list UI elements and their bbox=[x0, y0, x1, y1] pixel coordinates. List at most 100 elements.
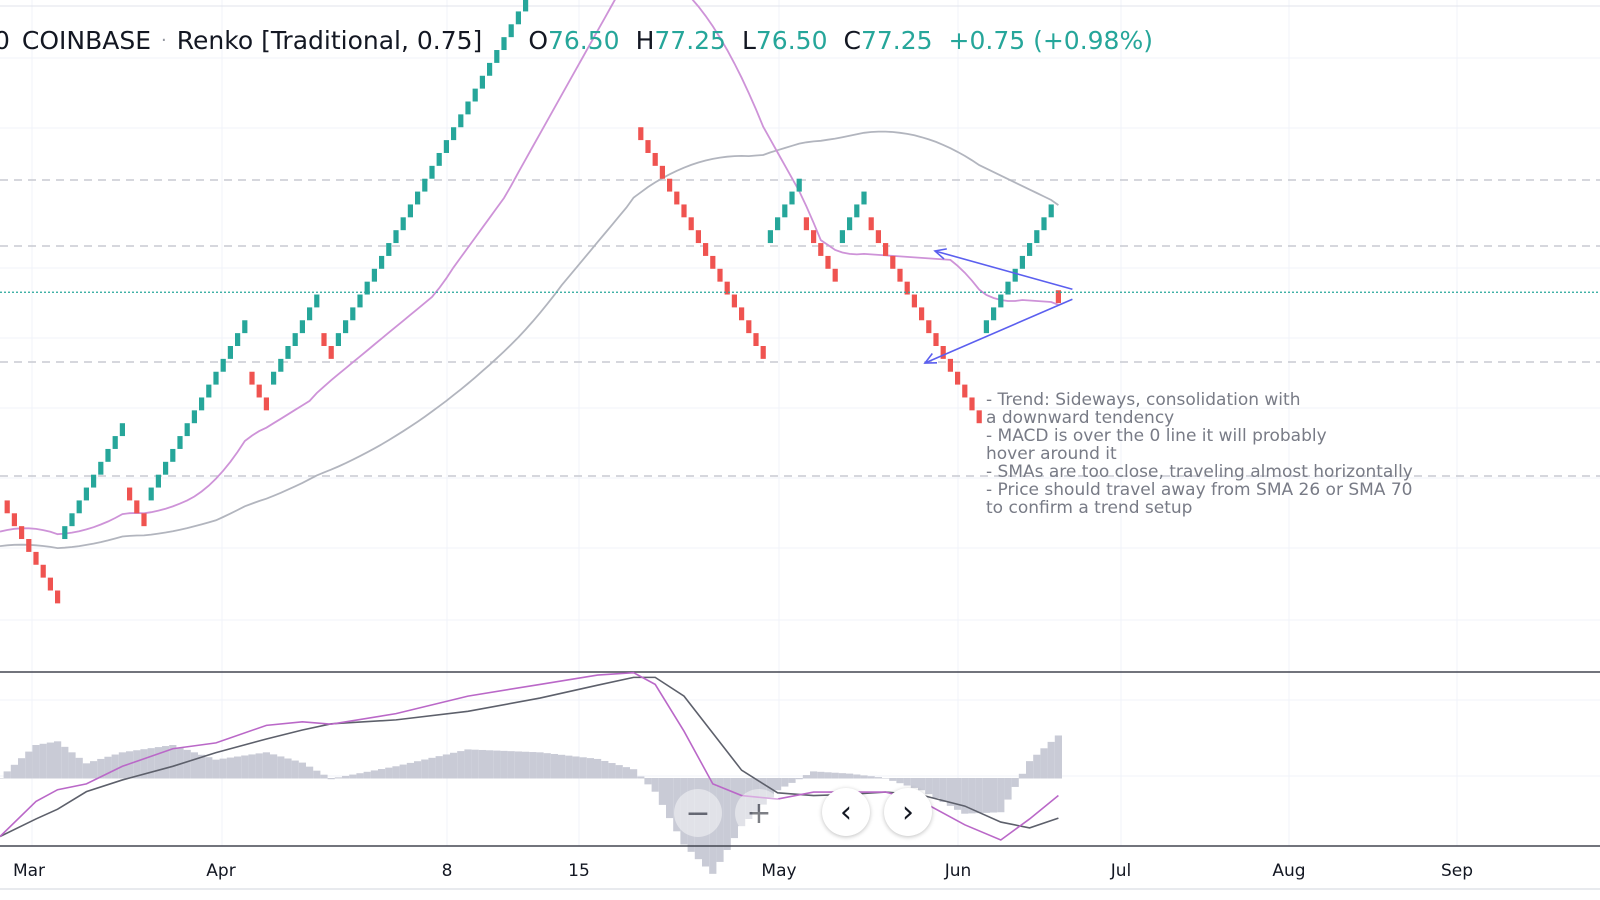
zoom-in-button[interactable]: + bbox=[735, 789, 783, 837]
renko-brick bbox=[314, 294, 320, 308]
scroll-right-button[interactable]: › bbox=[884, 788, 932, 836]
renko-brick bbox=[515, 11, 521, 25]
x-axis[interactable]: Mar Apr 8 15 May Jun Jul Aug Sep bbox=[13, 861, 1473, 881]
renko-brick bbox=[364, 281, 370, 295]
renko-brick bbox=[969, 397, 975, 411]
renko-brick bbox=[422, 178, 428, 192]
renko-brick bbox=[83, 487, 89, 501]
renko-brick bbox=[134, 500, 140, 514]
macd-histogram-bar bbox=[284, 758, 292, 779]
ohlc-low: L76.50 bbox=[741, 25, 828, 55]
renko-brick bbox=[811, 230, 817, 244]
macd-histogram-bar bbox=[277, 756, 285, 779]
renko-brick bbox=[731, 294, 737, 308]
macd-histogram-bar bbox=[781, 778, 789, 787]
macd-histogram-bar bbox=[853, 774, 861, 779]
renko-brick bbox=[1041, 217, 1047, 231]
x-axis-label: Jul bbox=[1110, 861, 1132, 881]
renko-brick bbox=[1019, 255, 1025, 269]
renko-brick bbox=[839, 230, 845, 244]
renko-brick bbox=[227, 346, 233, 359]
renko-brick bbox=[753, 333, 759, 346]
renko-brick bbox=[638, 127, 644, 141]
symbol-prefix: 0 bbox=[0, 25, 10, 55]
renko-brick bbox=[947, 358, 953, 372]
ohlc-values: O76.50 H77.25 L76.50 C77.25 bbox=[528, 26, 932, 55]
x-axis-label: 8 bbox=[442, 861, 453, 881]
renko-brick bbox=[415, 191, 421, 205]
x-axis-label: 15 bbox=[568, 861, 590, 881]
macd-histogram-bar bbox=[457, 751, 465, 779]
macd-histogram-bar bbox=[889, 778, 897, 781]
renko-brick bbox=[256, 384, 262, 398]
renko-brick bbox=[141, 513, 147, 527]
macd-histogram-bar bbox=[990, 778, 998, 813]
macd-histogram-bar bbox=[126, 751, 134, 779]
macd-histogram-bar bbox=[658, 778, 666, 805]
renko-brick bbox=[155, 474, 161, 488]
renko-brick bbox=[285, 346, 291, 359]
macd-histogram-bar bbox=[615, 765, 623, 779]
macd-histogram-bar bbox=[550, 753, 558, 779]
renko-brick bbox=[832, 268, 838, 282]
macd-histogram-bar bbox=[327, 778, 335, 780]
renko-brick bbox=[710, 255, 716, 269]
macd-histogram-bar bbox=[183, 749, 191, 779]
renko-brick bbox=[739, 307, 745, 321]
macd-histogram-bar bbox=[25, 751, 33, 779]
macd-histogram-bar bbox=[198, 754, 206, 779]
renko-brick bbox=[220, 358, 226, 372]
scroll-left-button[interactable]: ‹ bbox=[822, 788, 870, 836]
arrow-shaft bbox=[934, 250, 1073, 291]
macd-histogram-bar bbox=[493, 750, 501, 779]
note-line: a downward tendency bbox=[986, 408, 1175, 428]
renko-brick bbox=[40, 564, 46, 578]
macd-histogram-bar bbox=[1011, 778, 1019, 787]
renko-brick bbox=[26, 539, 32, 552]
macd-histogram-bar bbox=[118, 752, 126, 779]
macd-histogram-bar bbox=[579, 757, 587, 779]
macd-histogram-bar bbox=[385, 767, 393, 779]
renko-bricks[interactable] bbox=[4, 0, 1061, 604]
renko-brick bbox=[681, 204, 687, 218]
macd-histogram-bar bbox=[824, 772, 832, 779]
macd-histogram-bar bbox=[946, 778, 954, 806]
macd-histogram-bar bbox=[514, 751, 522, 779]
macd-histogram-bar bbox=[378, 769, 386, 779]
projection-arrows[interactable] bbox=[923, 248, 1073, 364]
macd-histogram-bar bbox=[320, 774, 328, 779]
renko-brick bbox=[278, 358, 284, 372]
macd-histogram-bar bbox=[75, 757, 83, 779]
zoom-out-button[interactable]: − bbox=[674, 789, 722, 837]
ohlc-open: O76.50 bbox=[528, 25, 620, 55]
renko-brick bbox=[933, 333, 939, 346]
macd-histogram-bar bbox=[860, 775, 868, 779]
renko-brick bbox=[775, 217, 781, 231]
macd-histogram-bar bbox=[831, 772, 839, 779]
sma-70-line bbox=[0, 130, 1059, 550]
macd-histogram-bar bbox=[255, 753, 263, 779]
renko-brick bbox=[213, 371, 219, 385]
renko-brick bbox=[1034, 230, 1040, 244]
renko-brick bbox=[479, 75, 485, 89]
renko-brick bbox=[494, 50, 500, 63]
renko-brick bbox=[919, 307, 925, 321]
macd-histogram-bar bbox=[723, 778, 731, 850]
renko-brick bbox=[724, 281, 730, 295]
renko-brick bbox=[674, 191, 680, 205]
renko-brick bbox=[940, 346, 946, 359]
macd-histogram-bar bbox=[370, 770, 378, 779]
projection-arrow-down bbox=[923, 298, 1073, 364]
macd-histogram-bar bbox=[399, 764, 407, 779]
renko-brick bbox=[119, 423, 125, 437]
renko-brick bbox=[760, 346, 766, 359]
analysis-note[interactable]: - Trend: Sideways, consolidation with a d… bbox=[986, 391, 1413, 517]
renko-brick bbox=[170, 448, 176, 462]
renko-brick bbox=[803, 217, 809, 231]
macd-histogram-bar bbox=[846, 773, 854, 779]
renko-brick bbox=[652, 152, 658, 166]
renko-brick bbox=[242, 320, 248, 334]
renko-brick bbox=[904, 281, 910, 295]
renko-brick bbox=[991, 307, 997, 321]
